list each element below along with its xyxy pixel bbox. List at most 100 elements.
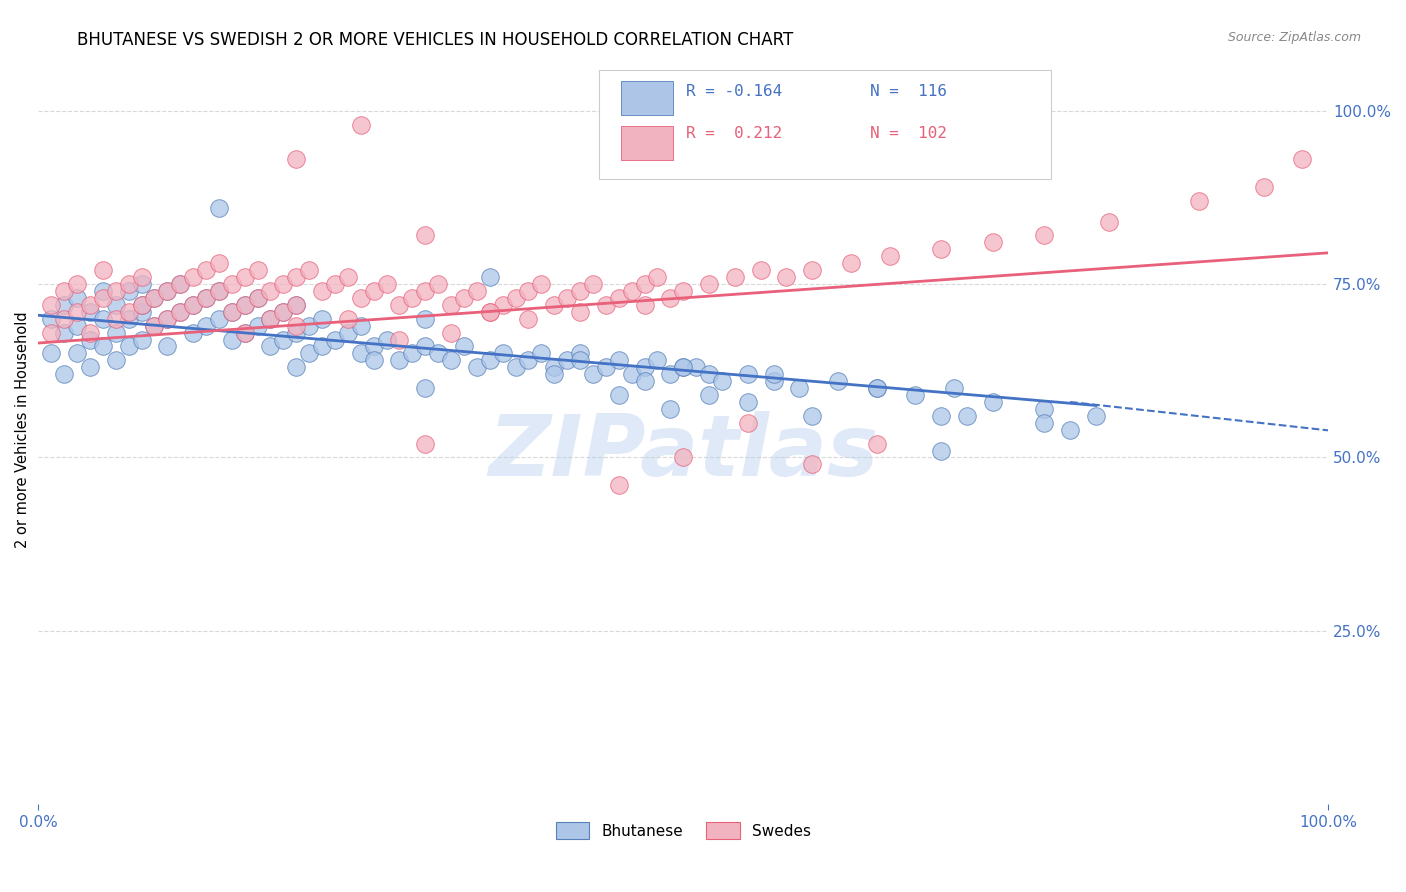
Point xyxy=(208,256,231,270)
Point xyxy=(350,346,373,360)
Point xyxy=(311,311,333,326)
Point xyxy=(298,318,321,333)
Point xyxy=(647,353,669,368)
Point xyxy=(104,298,127,312)
Point xyxy=(311,339,333,353)
Point xyxy=(607,291,630,305)
Point xyxy=(233,270,256,285)
Point xyxy=(1291,152,1313,166)
Point xyxy=(582,368,605,382)
Point xyxy=(131,305,153,319)
Point xyxy=(595,360,617,375)
Point xyxy=(413,311,436,326)
Point xyxy=(737,395,759,409)
Point xyxy=(827,374,849,388)
Point xyxy=(569,353,592,368)
Point xyxy=(181,326,204,340)
Point xyxy=(530,277,553,291)
Point xyxy=(737,416,759,430)
Point xyxy=(91,284,114,298)
Point xyxy=(478,305,501,319)
Point xyxy=(866,381,889,395)
Point xyxy=(336,270,359,285)
Point xyxy=(620,284,643,298)
Point xyxy=(555,353,578,368)
Point xyxy=(582,277,605,291)
Point xyxy=(724,270,747,285)
Point xyxy=(697,277,720,291)
Point xyxy=(208,201,231,215)
Legend: Bhutanese, Swedes: Bhutanese, Swedes xyxy=(550,815,817,846)
Point xyxy=(39,298,62,312)
Point xyxy=(478,353,501,368)
Point xyxy=(66,318,89,333)
Point xyxy=(543,298,565,312)
Point xyxy=(323,333,346,347)
Point xyxy=(697,388,720,402)
Point xyxy=(156,284,179,298)
Point xyxy=(285,326,308,340)
Point xyxy=(117,277,139,291)
Point xyxy=(607,388,630,402)
Point xyxy=(620,368,643,382)
Point xyxy=(517,284,540,298)
Point xyxy=(181,270,204,285)
Point xyxy=(478,305,501,319)
Point xyxy=(104,353,127,368)
Point xyxy=(737,368,759,382)
Point xyxy=(53,326,76,340)
Point xyxy=(91,291,114,305)
Point xyxy=(79,360,101,375)
Point xyxy=(208,284,231,298)
Point xyxy=(39,311,62,326)
Text: ZIPatlas: ZIPatlas xyxy=(488,410,879,493)
Point xyxy=(323,277,346,291)
Point xyxy=(131,298,153,312)
Point xyxy=(413,381,436,395)
Point xyxy=(530,346,553,360)
Point xyxy=(929,409,952,423)
Point xyxy=(117,311,139,326)
Point xyxy=(104,284,127,298)
Point xyxy=(1188,194,1211,208)
Point xyxy=(208,311,231,326)
Point xyxy=(672,284,695,298)
Point xyxy=(465,360,488,375)
Point xyxy=(465,284,488,298)
Point xyxy=(363,339,385,353)
Point xyxy=(53,311,76,326)
Point xyxy=(53,368,76,382)
Point xyxy=(1033,416,1056,430)
Point xyxy=(91,339,114,353)
Point xyxy=(79,333,101,347)
Point xyxy=(285,318,308,333)
FancyBboxPatch shape xyxy=(621,81,673,115)
Point xyxy=(413,436,436,450)
Point xyxy=(221,333,243,347)
Point xyxy=(633,298,655,312)
Point xyxy=(543,360,565,375)
Point xyxy=(285,270,308,285)
Point xyxy=(633,277,655,291)
Point xyxy=(569,346,592,360)
Point xyxy=(259,339,281,353)
Point xyxy=(710,374,733,388)
Point xyxy=(789,381,811,395)
Text: R = -0.164: R = -0.164 xyxy=(686,84,782,99)
Point xyxy=(39,346,62,360)
Point xyxy=(66,277,89,291)
Point xyxy=(350,118,373,132)
Point xyxy=(156,311,179,326)
Point xyxy=(273,333,295,347)
Point xyxy=(117,284,139,298)
Point xyxy=(195,318,218,333)
Point xyxy=(775,270,797,285)
Point xyxy=(79,326,101,340)
Point xyxy=(801,263,824,277)
FancyBboxPatch shape xyxy=(621,127,673,160)
Point xyxy=(336,311,359,326)
Point xyxy=(388,333,411,347)
Point xyxy=(388,353,411,368)
Point xyxy=(413,284,436,298)
Point xyxy=(1098,214,1121,228)
